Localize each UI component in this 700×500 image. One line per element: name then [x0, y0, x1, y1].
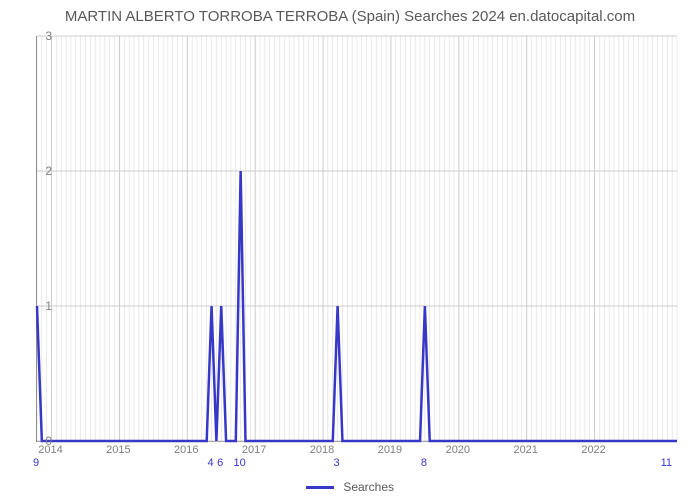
xtick-label: 2022 [581, 444, 605, 456]
xtick-label: 2014 [38, 444, 62, 456]
value-label: 8 [421, 457, 427, 469]
legend-swatch [306, 486, 334, 489]
xtick-label: 2021 [513, 444, 537, 456]
legend-label: Searches [343, 480, 394, 494]
value-label: 3 [334, 457, 340, 469]
chart-title: MARTIN ALBERTO TORROBA TERROBA (Spain) S… [0, 0, 700, 25]
legend: Searches [0, 480, 700, 494]
ytick-label: 3 [24, 29, 52, 43]
chart-container: MARTIN ALBERTO TORROBA TERROBA (Spain) S… [0, 0, 700, 500]
plot-area [36, 36, 677, 442]
value-label: 10 [234, 457, 246, 469]
line-series [37, 36, 677, 441]
value-label: 11 [661, 457, 672, 469]
xtick-label: 2015 [106, 444, 130, 456]
value-label: 6 [217, 457, 223, 469]
xtick-label: 2019 [378, 444, 402, 456]
xtick-label: 2018 [310, 444, 334, 456]
value-label: 9 [33, 457, 39, 469]
ytick-label: 1 [24, 299, 52, 313]
ytick-label: 2 [24, 164, 52, 178]
xtick-label: 2017 [242, 444, 266, 456]
value-label: 4 [207, 457, 213, 469]
xtick-label: 2016 [174, 444, 198, 456]
xtick-label: 2020 [446, 444, 470, 456]
